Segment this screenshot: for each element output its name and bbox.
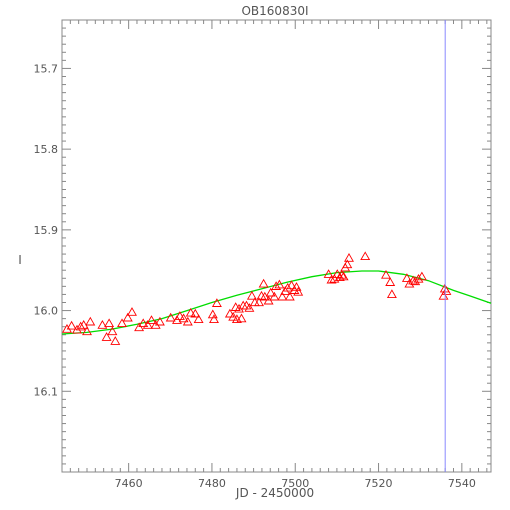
data-point <box>293 286 304 296</box>
data-point <box>107 326 118 336</box>
data-point <box>78 319 89 329</box>
data-point <box>228 311 239 321</box>
data-point <box>326 274 337 284</box>
data-point <box>178 313 189 323</box>
y-tick-label: 16.1 <box>34 385 59 398</box>
data-point <box>269 291 280 301</box>
data-point <box>401 273 412 282</box>
data-point <box>104 318 115 328</box>
data-point <box>286 280 297 290</box>
data-point <box>142 319 153 329</box>
data-point <box>146 315 157 324</box>
data-point <box>338 271 349 281</box>
data-point <box>277 291 288 301</box>
data-point <box>110 336 121 345</box>
data-point <box>265 287 276 297</box>
data-point <box>72 324 82 334</box>
data-point <box>360 251 371 261</box>
data-point <box>416 271 427 281</box>
data-point <box>344 252 354 262</box>
data-point <box>182 316 193 326</box>
y-tick-label: 15.7 <box>34 62 59 75</box>
x-tick-label: 7520 <box>365 477 393 490</box>
data-point <box>138 318 149 328</box>
data-point <box>381 269 391 279</box>
data-point <box>274 279 285 289</box>
data-point <box>75 321 86 331</box>
x-tick-label: 7540 <box>448 477 476 490</box>
data-point <box>209 314 219 324</box>
data-point <box>244 303 255 312</box>
data-point <box>246 290 257 300</box>
data-point <box>165 312 176 322</box>
data-point <box>174 311 185 320</box>
data-point <box>224 308 235 318</box>
model-curve-layer <box>61 270 492 335</box>
data-point <box>66 320 77 330</box>
data-point <box>117 318 127 328</box>
x-tick-label: 7480 <box>198 477 226 490</box>
data-point <box>334 272 345 282</box>
data-point <box>230 302 241 311</box>
data-point <box>82 326 92 336</box>
data-point <box>282 282 293 292</box>
y-axis-label: I <box>18 253 22 267</box>
data-point <box>385 277 396 286</box>
data-point <box>193 314 204 324</box>
data-point <box>85 316 96 326</box>
data-point <box>254 297 264 307</box>
data-point <box>413 273 424 283</box>
data-point <box>185 307 196 317</box>
x-tick-label: 7460 <box>115 477 143 490</box>
data-point <box>97 319 108 329</box>
data-point <box>336 269 347 279</box>
axis-ticks: 7460 7480 7500 7520 7540 15.7 15.8 15.9 16.0 16.1 <box>34 20 491 490</box>
y-tick-label: 16.0 <box>34 305 59 318</box>
data-point <box>62 323 72 333</box>
data-point <box>101 332 112 341</box>
data-points-layer <box>62 251 452 345</box>
data-point <box>323 269 334 278</box>
y-tick-label: 15.9 <box>34 224 59 237</box>
data-point <box>441 286 452 295</box>
data-point <box>154 316 165 326</box>
y-tick-label: 15.8 <box>34 143 59 156</box>
data-point <box>258 278 269 288</box>
data-point <box>284 291 295 301</box>
data-point <box>342 259 353 269</box>
data-point <box>386 289 397 299</box>
data-point <box>410 276 421 286</box>
data-point <box>236 313 247 323</box>
chart-title: OB160830I <box>241 4 308 18</box>
data-point <box>127 307 137 316</box>
data-point <box>122 312 133 322</box>
data-point <box>271 281 282 290</box>
x-axis-label: JD - 2450000 <box>235 486 314 500</box>
data-point <box>211 298 222 307</box>
plot-frame <box>61 19 492 473</box>
model-curve <box>61 270 492 335</box>
x-tick-label: 7500 <box>281 477 309 490</box>
data-point <box>190 308 201 318</box>
